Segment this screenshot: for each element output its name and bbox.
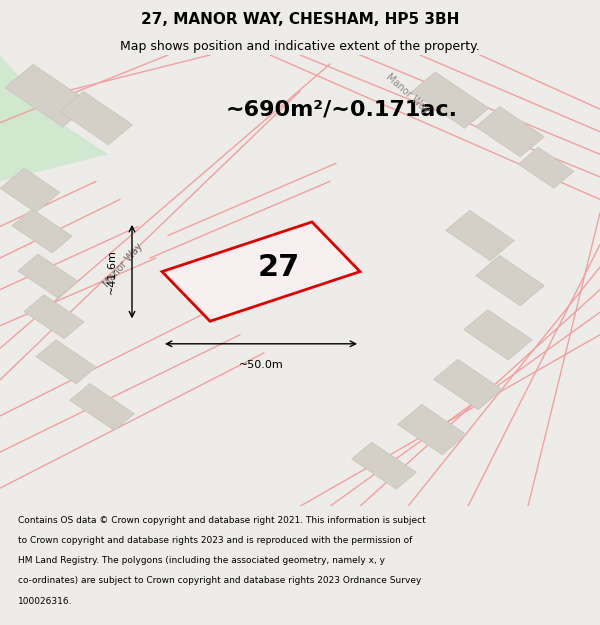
Polygon shape	[464, 309, 532, 360]
Polygon shape	[352, 442, 416, 489]
Text: 100026316.: 100026316.	[18, 596, 73, 606]
Polygon shape	[0, 122, 108, 181]
Text: ~41.6m: ~41.6m	[107, 249, 117, 294]
Polygon shape	[446, 211, 514, 261]
Polygon shape	[24, 295, 84, 339]
Polygon shape	[70, 384, 134, 431]
Polygon shape	[434, 359, 502, 409]
Polygon shape	[518, 148, 574, 188]
Polygon shape	[18, 254, 78, 298]
Polygon shape	[476, 106, 544, 157]
Polygon shape	[0, 55, 60, 181]
Polygon shape	[162, 222, 360, 321]
Polygon shape	[59, 91, 133, 145]
Polygon shape	[398, 404, 466, 455]
Text: Manor Way: Manor Way	[385, 71, 431, 115]
Polygon shape	[12, 209, 72, 253]
Text: HM Land Registry. The polygons (including the associated geometry, namely x, y: HM Land Registry. The polygons (includin…	[18, 556, 385, 565]
Text: 27: 27	[258, 253, 300, 282]
Polygon shape	[36, 340, 96, 384]
Text: to Crown copyright and database rights 2023 and is reproduced with the permissio: to Crown copyright and database rights 2…	[18, 536, 412, 545]
Text: Manor Way: Manor Way	[101, 241, 145, 289]
Polygon shape	[411, 72, 489, 128]
Polygon shape	[5, 64, 91, 127]
Polygon shape	[0, 168, 60, 212]
Polygon shape	[476, 256, 544, 306]
Text: ~690m²/~0.171ac.: ~690m²/~0.171ac.	[226, 99, 458, 119]
Text: co-ordinates) are subject to Crown copyright and database rights 2023 Ordnance S: co-ordinates) are subject to Crown copyr…	[18, 576, 421, 585]
Text: 27, MANOR WAY, CHESHAM, HP5 3BH: 27, MANOR WAY, CHESHAM, HP5 3BH	[141, 12, 459, 27]
Text: Map shows position and indicative extent of the property.: Map shows position and indicative extent…	[120, 39, 480, 52]
Text: ~50.0m: ~50.0m	[239, 359, 283, 369]
Text: Contains OS data © Crown copyright and database right 2021. This information is : Contains OS data © Crown copyright and d…	[18, 516, 426, 525]
